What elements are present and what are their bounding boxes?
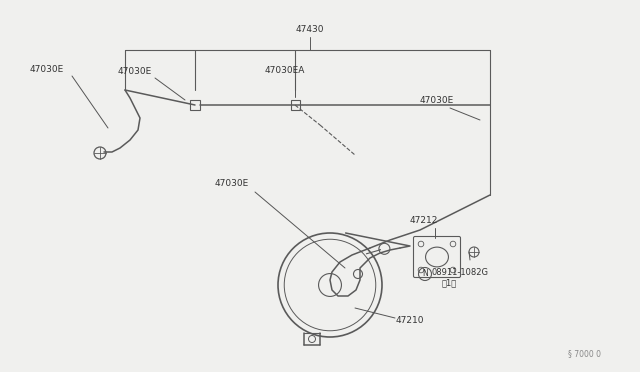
Text: 47030E: 47030E bbox=[215, 179, 249, 188]
Text: N: N bbox=[422, 269, 428, 279]
Text: 47210: 47210 bbox=[396, 316, 424, 325]
Text: 47030EA: 47030EA bbox=[265, 66, 305, 75]
Text: （1）: （1） bbox=[442, 278, 457, 287]
Bar bbox=[291, 100, 300, 110]
Text: 47030E: 47030E bbox=[30, 65, 64, 74]
Text: § 7000 0: § 7000 0 bbox=[568, 349, 601, 358]
Text: 47030E: 47030E bbox=[118, 67, 152, 76]
Text: 08911-1082G: 08911-1082G bbox=[432, 268, 489, 277]
Bar bbox=[190, 100, 200, 110]
Text: 47030E: 47030E bbox=[420, 96, 454, 105]
Text: 47430: 47430 bbox=[296, 25, 324, 34]
Text: 47212: 47212 bbox=[410, 216, 438, 225]
